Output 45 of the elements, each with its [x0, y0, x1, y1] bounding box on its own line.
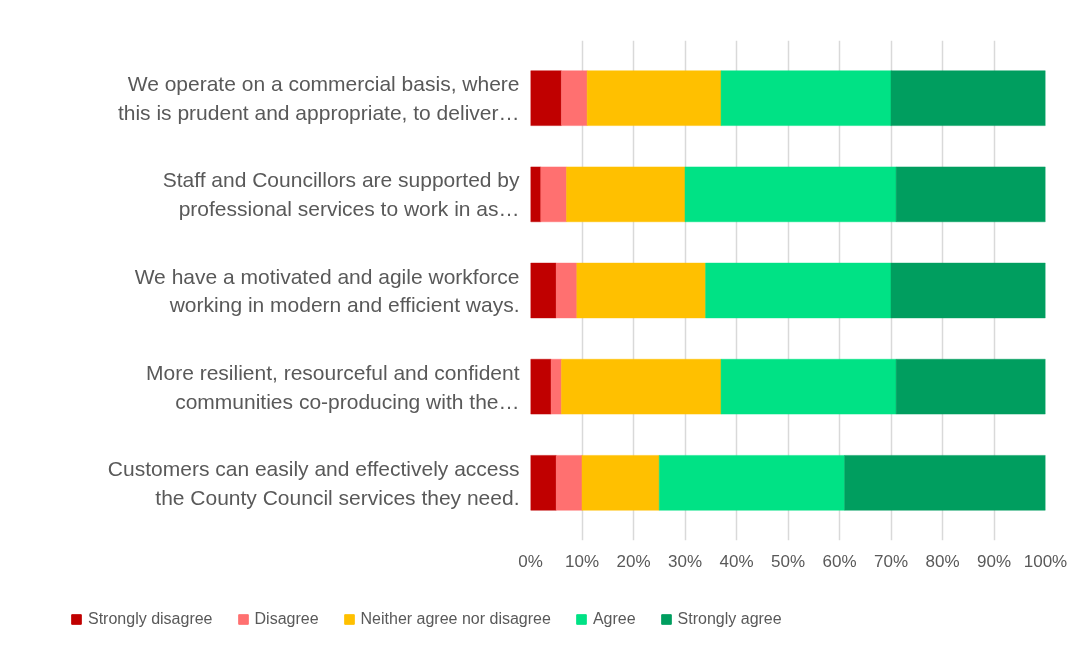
x-tick-label: 30% — [667, 551, 703, 571]
bar — [705, 262, 892, 319]
bar — [530, 455, 557, 511]
x-tick-label: 20% — [616, 551, 651, 571]
x-tick-label: 40% — [719, 551, 754, 571]
x-tick-label: 0% — [518, 551, 543, 571]
bar — [530, 70, 562, 126]
legend-label: Disagree — [254, 610, 319, 628]
bar — [890, 262, 1046, 319]
y-tick-label: Staff and Councillors are supported by professional services to work in as… — [162, 168, 520, 221]
y-tick-label: We have a motivated and agile workforce working in modern and efficient ways. — [134, 264, 520, 317]
bar — [895, 359, 1046, 415]
bar — [530, 359, 552, 415]
bar — [659, 455, 845, 511]
bar — [576, 262, 706, 319]
x-tick-label: 80% — [925, 551, 960, 571]
bar — [556, 262, 578, 319]
bar — [566, 166, 686, 222]
bar — [561, 359, 722, 415]
x-tick-label: 90% — [976, 551, 1012, 571]
bar — [540, 166, 567, 222]
legend-label: Agree — [592, 610, 636, 628]
bar — [556, 455, 583, 511]
y-tick-label: More resilient, resourceful and confident communities co-producing with the… — [145, 360, 520, 413]
legend-label: Neither agree nor disagree — [360, 610, 551, 628]
x-tick-label: 60% — [822, 551, 857, 571]
bar — [561, 70, 588, 126]
bar — [530, 262, 557, 319]
x-tick-label: 70% — [873, 551, 909, 571]
bar — [895, 166, 1046, 222]
y-tick-label: Customers can easily and effectively access the County Council services they need. — [107, 456, 520, 509]
x-tick-label: 50% — [770, 551, 806, 571]
bar — [720, 70, 892, 126]
legend-label: Strongly agree — [677, 610, 782, 628]
bar — [684, 166, 897, 222]
legend-label: Strongly disagree — [88, 610, 213, 628]
bar — [844, 455, 1046, 511]
y-tick-label: We operate on a commercial basis, where this is prudent and appropriate, to deliver… — [117, 72, 520, 125]
x-tick-label: 10% — [564, 551, 600, 571]
x-tick-label: 100% — [1023, 551, 1068, 571]
bar — [586, 70, 722, 126]
bar — [890, 70, 1046, 126]
bar — [720, 359, 897, 415]
bar — [550, 359, 562, 415]
bar — [581, 455, 660, 511]
